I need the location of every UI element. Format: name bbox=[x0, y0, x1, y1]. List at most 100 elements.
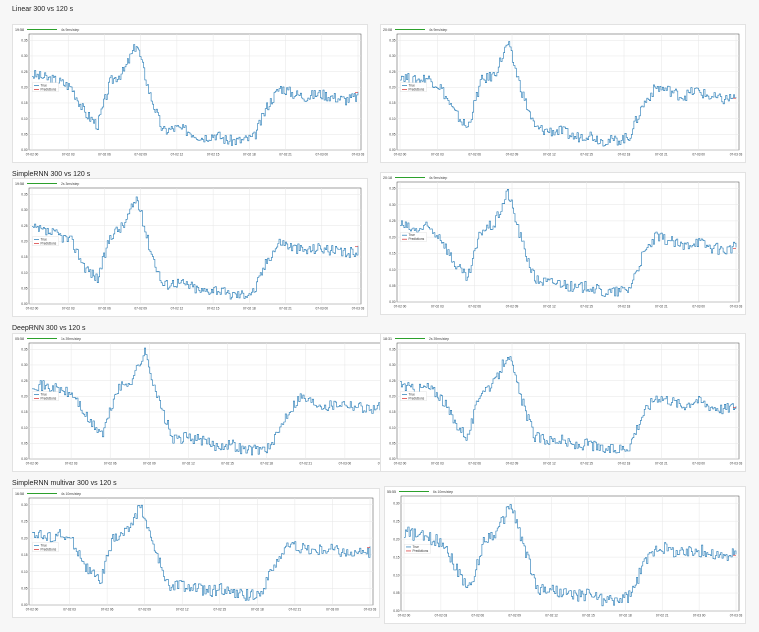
series-true-line bbox=[32, 504, 371, 601]
y-tick-label: 0.10 bbox=[21, 271, 27, 275]
legend-pred-label: Predictions bbox=[409, 237, 425, 241]
x-tick-label: 07-02 03 bbox=[431, 462, 444, 466]
x-tick-label: 07-02 09 bbox=[506, 305, 519, 309]
chart-step-label: 4s 10ms/step bbox=[61, 492, 81, 496]
x-tick-label: 07-02 12 bbox=[545, 614, 558, 618]
y-tick-label: 0.35 bbox=[21, 38, 27, 42]
y-tick-label: 0.35 bbox=[389, 38, 395, 42]
x-tick-label: 07-02 15 bbox=[213, 608, 226, 612]
x-tick-label: 07-02 09 bbox=[506, 462, 519, 466]
y-tick-label: 0.30 bbox=[389, 203, 395, 207]
chart-panel-deeprnn-left: 05:58 1s 39ms/step 0.00 0.05 0.10 0.15 0.20 0.2… bbox=[12, 333, 394, 472]
chart-corner-label: 19:58 bbox=[15, 28, 24, 32]
legend-pred-label: Predictions bbox=[41, 241, 57, 245]
x-tick-label: 07-02 00 bbox=[26, 153, 39, 157]
plot-frame bbox=[28, 497, 374, 606]
y-tick-label: 0.15 bbox=[21, 101, 27, 105]
x-tick-label: 07-02 00 bbox=[26, 608, 39, 612]
chart-panel-multivar-left: 16:58 4s 10ms/step 0.00 0.05 0.10 0.15 0.20 0.2… bbox=[12, 488, 380, 618]
y-tick-label: 0.25 bbox=[389, 219, 395, 223]
y-tick-label: 0.20 bbox=[389, 235, 395, 239]
x-tick-label: 07-02 15 bbox=[207, 307, 220, 311]
chart-linear-left: 19:58 4s 9ms/step 0.00 0.05 0.10 0.15 0.20 0.25… bbox=[15, 28, 365, 157]
chart-corner-label: 18:31 bbox=[383, 337, 392, 341]
y-tick-label: 0.25 bbox=[21, 379, 27, 383]
legend-true-label: True bbox=[41, 83, 48, 87]
y-tick-label: 0.20 bbox=[393, 537, 399, 541]
y-tick-label: 0.15 bbox=[389, 101, 395, 105]
section-title-simplernn: SimpleRNN 300 vs 120 s bbox=[12, 171, 91, 178]
x-tick-label: 07-02 21 bbox=[299, 462, 312, 466]
chart-step-label: 4s 9ms/step bbox=[61, 28, 79, 32]
x-tick-label: 07-03 00 bbox=[315, 153, 328, 157]
x-tick-label: 07-03 03 bbox=[730, 462, 743, 466]
y-tick-label: 0.20 bbox=[21, 239, 27, 243]
y-tick-label: 0.20 bbox=[389, 394, 395, 398]
x-tick-label: 07-02 15 bbox=[580, 305, 593, 309]
series-true-line bbox=[400, 356, 737, 454]
x-tick-label: 07-02 09 bbox=[138, 608, 151, 612]
y-tick-label: 0.20 bbox=[21, 394, 27, 398]
chart-simplernn-right: 20:18 4s 9ms/step 0.00 0.05 0.10 0.15 0.20 0.25… bbox=[383, 176, 743, 309]
x-tick-label: 07-02 06 bbox=[104, 462, 117, 466]
y-tick-label: 0.30 bbox=[389, 363, 395, 367]
y-tick-label: 0.05 bbox=[389, 284, 395, 288]
chart-step-label: 2s 39ms/step bbox=[429, 337, 449, 341]
legend-box bbox=[32, 542, 59, 552]
x-tick-label: 07-02 03 bbox=[431, 305, 444, 309]
y-tick-label: 0.20 bbox=[21, 85, 27, 89]
x-tick-label: 07-02 12 bbox=[543, 462, 556, 466]
y-tick-label: 0.00 bbox=[389, 300, 395, 304]
x-tick-label: 07-02 06 bbox=[98, 153, 111, 157]
section-title-linear: Linear 300 vs 120 s bbox=[12, 6, 74, 13]
y-tick-label: 0.10 bbox=[389, 426, 395, 430]
x-tick-label: 07-02 06 bbox=[101, 608, 114, 612]
y-tick-label: 0.30 bbox=[393, 501, 399, 505]
y-tick-label: 0.05 bbox=[21, 133, 27, 137]
chart-step-label: 6s 10ms/step bbox=[433, 490, 453, 494]
y-tick-label: 0.20 bbox=[21, 536, 27, 540]
y-tick-label: 0.20 bbox=[389, 85, 395, 89]
x-tick-label: 07-02 06 bbox=[468, 153, 481, 157]
x-tick-label: 07-02 18 bbox=[619, 614, 632, 618]
section-title-simplernn-multivar: SimpleRNN multivar 300 vs 120 s bbox=[12, 480, 117, 487]
x-tick-label: 07-03 03 bbox=[352, 307, 365, 311]
legend-pred-label: Predictions bbox=[409, 87, 425, 91]
x-tick-label: 07-02 18 bbox=[618, 153, 631, 157]
y-tick-label: 0.25 bbox=[389, 379, 395, 383]
x-tick-label: 07-03 00 bbox=[315, 307, 328, 311]
legend-true-label: True bbox=[409, 83, 416, 87]
x-tick-label: 07-02 21 bbox=[655, 462, 668, 466]
x-tick-label: 07-02 03 bbox=[431, 153, 444, 157]
x-tick-label: 07-02 21 bbox=[279, 153, 292, 157]
x-tick-label: 07-02 12 bbox=[182, 462, 195, 466]
x-tick-label: 07-02 03 bbox=[435, 614, 448, 618]
y-tick-label: 0.25 bbox=[21, 70, 27, 74]
legend-box bbox=[400, 82, 427, 92]
y-tick-label: 0.05 bbox=[21, 586, 27, 590]
y-tick-label: 0.05 bbox=[389, 442, 395, 446]
x-tick-label: 07-02 15 bbox=[207, 153, 220, 157]
plot-frame bbox=[28, 33, 362, 151]
x-tick-label: 07-03 00 bbox=[693, 614, 706, 618]
x-tick-label: 07-02 09 bbox=[134, 153, 147, 157]
x-tick-label: 07-02 12 bbox=[176, 608, 189, 612]
legend-true-label: True bbox=[41, 392, 48, 396]
chart-panel-linear-left: 19:58 4s 9ms/step 0.00 0.05 0.10 0.15 0.20 0.25… bbox=[12, 24, 368, 163]
y-tick-label: 0.25 bbox=[21, 224, 27, 228]
x-tick-label: 07-03 03 bbox=[352, 153, 365, 157]
x-tick-label: 07-02 15 bbox=[582, 614, 595, 618]
legend-box bbox=[32, 82, 59, 92]
chart-step-label: 4s 9ms/step bbox=[429, 28, 447, 32]
x-tick-label: 07-02 12 bbox=[543, 305, 556, 309]
x-tick-label: 07-02 00 bbox=[394, 305, 407, 309]
chart-panel-simplernn-right: 20:18 4s 9ms/step 0.00 0.05 0.10 0.15 0.20 0.25… bbox=[380, 172, 746, 315]
x-tick-label: 07-03 00 bbox=[692, 305, 705, 309]
y-tick-label: 0.15 bbox=[389, 252, 395, 256]
series-true-line bbox=[404, 504, 737, 607]
y-tick-label: 0.00 bbox=[21, 302, 27, 306]
chart-simplernn-left: 19:58 2s 3ms/step 0.00 0.05 0.10 0.15 0.20 0.25… bbox=[15, 182, 365, 311]
legend-pred-label: Predictions bbox=[41, 87, 57, 91]
chart-corner-label: 16:58 bbox=[15, 492, 24, 496]
x-tick-label: 07-02 21 bbox=[655, 153, 668, 157]
